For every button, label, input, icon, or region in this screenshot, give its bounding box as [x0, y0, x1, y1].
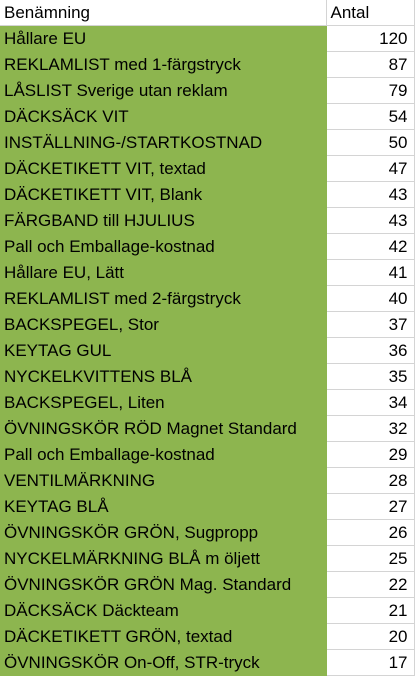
cell-benamning[interactable]: LÅSLIST Sverige utan reklam [0, 77, 327, 104]
cell-benamning[interactable]: ÖVNINGSKÖR RÖD Magnet Standard [0, 415, 327, 442]
table-row: REKLAMLIST med 2-färgstryck 40 [0, 285, 415, 312]
cell-benamning[interactable]: VENTILMÄRKNING [0, 467, 327, 494]
cell-antal[interactable]: 26 [326, 519, 415, 546]
table-row: KEYTAG BLÅ 27 [0, 493, 415, 520]
cell-benamning[interactable]: ÖVNINGSKÖR GRÖN Mag. Standard [0, 571, 327, 598]
cell-benamning[interactable]: NYCKELMÄRKNING BLÅ m öljett [0, 545, 327, 572]
table-row: INSTÄLLNING-/STARTKOSTNAD 50 [0, 129, 415, 156]
cell-benamning[interactable]: INSTÄLLNING-/STARTKOSTNAD [0, 129, 327, 156]
cell-benamning[interactable]: Pall och Emballage-kostnad [0, 233, 327, 260]
table-row: FÄRGBAND till HJULIUS 43 [0, 207, 415, 234]
cell-benamning[interactable]: KEYTAG GUL [0, 337, 327, 364]
table-row: Hållare EU, Lätt 41 [0, 259, 415, 286]
table-row: LÅSLIST Sverige utan reklam 79 [0, 77, 415, 104]
cell-benamning[interactable]: NYCKELKVITTENS BLÅ [0, 363, 327, 390]
table-row: VENTILMÄRKNING 28 [0, 467, 415, 494]
cell-benamning[interactable]: KEYTAG BLÅ [0, 493, 327, 520]
cell-benamning[interactable]: BACKSPEGEL, Stor [0, 311, 327, 338]
cell-antal[interactable]: 34 [326, 389, 415, 416]
cell-antal[interactable]: 21 [326, 597, 415, 624]
header-cell-antal[interactable]: Antal [326, 0, 415, 26]
table-row: DÄCKSÄCK VIT 54 [0, 103, 415, 130]
cell-antal[interactable]: 43 [326, 181, 415, 208]
cell-antal[interactable]: 25 [326, 545, 415, 572]
cell-antal[interactable]: 27 [326, 493, 415, 520]
table-row: Pall och Emballage-kostnad 42 [0, 233, 415, 260]
table-row: KEYTAG GUL 36 [0, 337, 415, 364]
cell-antal[interactable]: 32 [326, 415, 415, 442]
cell-benamning[interactable]: DÄCKSÄCK VIT [0, 103, 327, 130]
cell-benamning[interactable]: DÄCKSÄCK Däckteam [0, 597, 327, 624]
table-row: ÖVNINGSKÖR GRÖN Mag. Standard 22 [0, 571, 415, 598]
cell-antal[interactable]: 36 [326, 337, 415, 364]
cell-antal[interactable]: 41 [326, 259, 415, 286]
table-row: NYCKELKVITTENS BLÅ 35 [0, 363, 415, 390]
cell-antal[interactable]: 17 [326, 649, 415, 676]
table-row: BACKSPEGEL, Liten 34 [0, 389, 415, 416]
cell-antal[interactable]: 87 [326, 51, 415, 78]
cell-antal[interactable]: 29 [326, 441, 415, 468]
cell-benamning[interactable]: DÄCKETIKETT VIT, textad [0, 155, 327, 182]
cell-benamning[interactable]: DÄCKETIKETT VIT, Blank [0, 181, 327, 208]
table-row: DÄCKETIKETT VIT, textad 47 [0, 155, 415, 182]
cell-antal[interactable]: 42 [326, 233, 415, 260]
table-row: DÄCKETIKETT VIT, Blank 43 [0, 181, 415, 208]
table-row: NYCKELMÄRKNING BLÅ m öljett 25 [0, 545, 415, 572]
cell-benamning[interactable]: BACKSPEGEL, Liten [0, 389, 327, 416]
table-row: Hållare EU 120 [0, 25, 415, 52]
table-row: ÖVNINGSKÖR GRÖN, Sugpropp 26 [0, 519, 415, 546]
cell-benamning[interactable]: ÖVNINGSKÖR GRÖN, Sugpropp [0, 519, 327, 546]
cell-benamning[interactable]: DÄCKETIKETT GRÖN, textad [0, 623, 327, 650]
cell-antal[interactable]: 22 [326, 571, 415, 598]
cell-antal[interactable]: 79 [326, 77, 415, 104]
cell-benamning[interactable]: ÖVNINGSKÖR On-Off, STR-tryck [0, 649, 327, 676]
cell-benamning[interactable]: Hållare EU [0, 25, 327, 52]
cell-antal[interactable]: 20 [326, 623, 415, 650]
cell-antal[interactable]: 28 [326, 467, 415, 494]
table-row: Pall och Emballage-kostnad 29 [0, 441, 415, 468]
cell-benamning[interactable]: FÄRGBAND till HJULIUS [0, 207, 327, 234]
table-row: DÄCKSÄCK Däckteam 21 [0, 597, 415, 624]
table-row: REKLAMLIST med 1-färgstryck 87 [0, 51, 415, 78]
cell-antal[interactable]: 54 [326, 103, 415, 130]
cell-antal[interactable]: 43 [326, 207, 415, 234]
header-row: Benämning Antal [0, 0, 415, 26]
cell-antal[interactable]: 120 [326, 25, 415, 52]
cell-antal[interactable]: 40 [326, 285, 415, 312]
cell-benamning[interactable]: Pall och Emballage-kostnad [0, 441, 327, 468]
cell-antal[interactable]: 35 [326, 363, 415, 390]
table-row: BACKSPEGEL, Stor 37 [0, 311, 415, 338]
cell-benamning[interactable]: Hållare EU, Lätt [0, 259, 327, 286]
cell-benamning[interactable]: REKLAMLIST med 2-färgstryck [0, 285, 327, 312]
cell-antal[interactable]: 37 [326, 311, 415, 338]
cell-antal[interactable]: 47 [326, 155, 415, 182]
table-row: ÖVNINGSKÖR RÖD Magnet Standard 32 [0, 415, 415, 442]
cell-benamning[interactable]: REKLAMLIST med 1-färgstryck [0, 51, 327, 78]
table-row: ÖVNINGSKÖR On-Off, STR-tryck 17 [0, 649, 415, 676]
table-row: DÄCKETIKETT GRÖN, textad 20 [0, 623, 415, 650]
header-cell-benamning[interactable]: Benämning [0, 0, 327, 26]
cell-antal[interactable]: 50 [326, 129, 415, 156]
